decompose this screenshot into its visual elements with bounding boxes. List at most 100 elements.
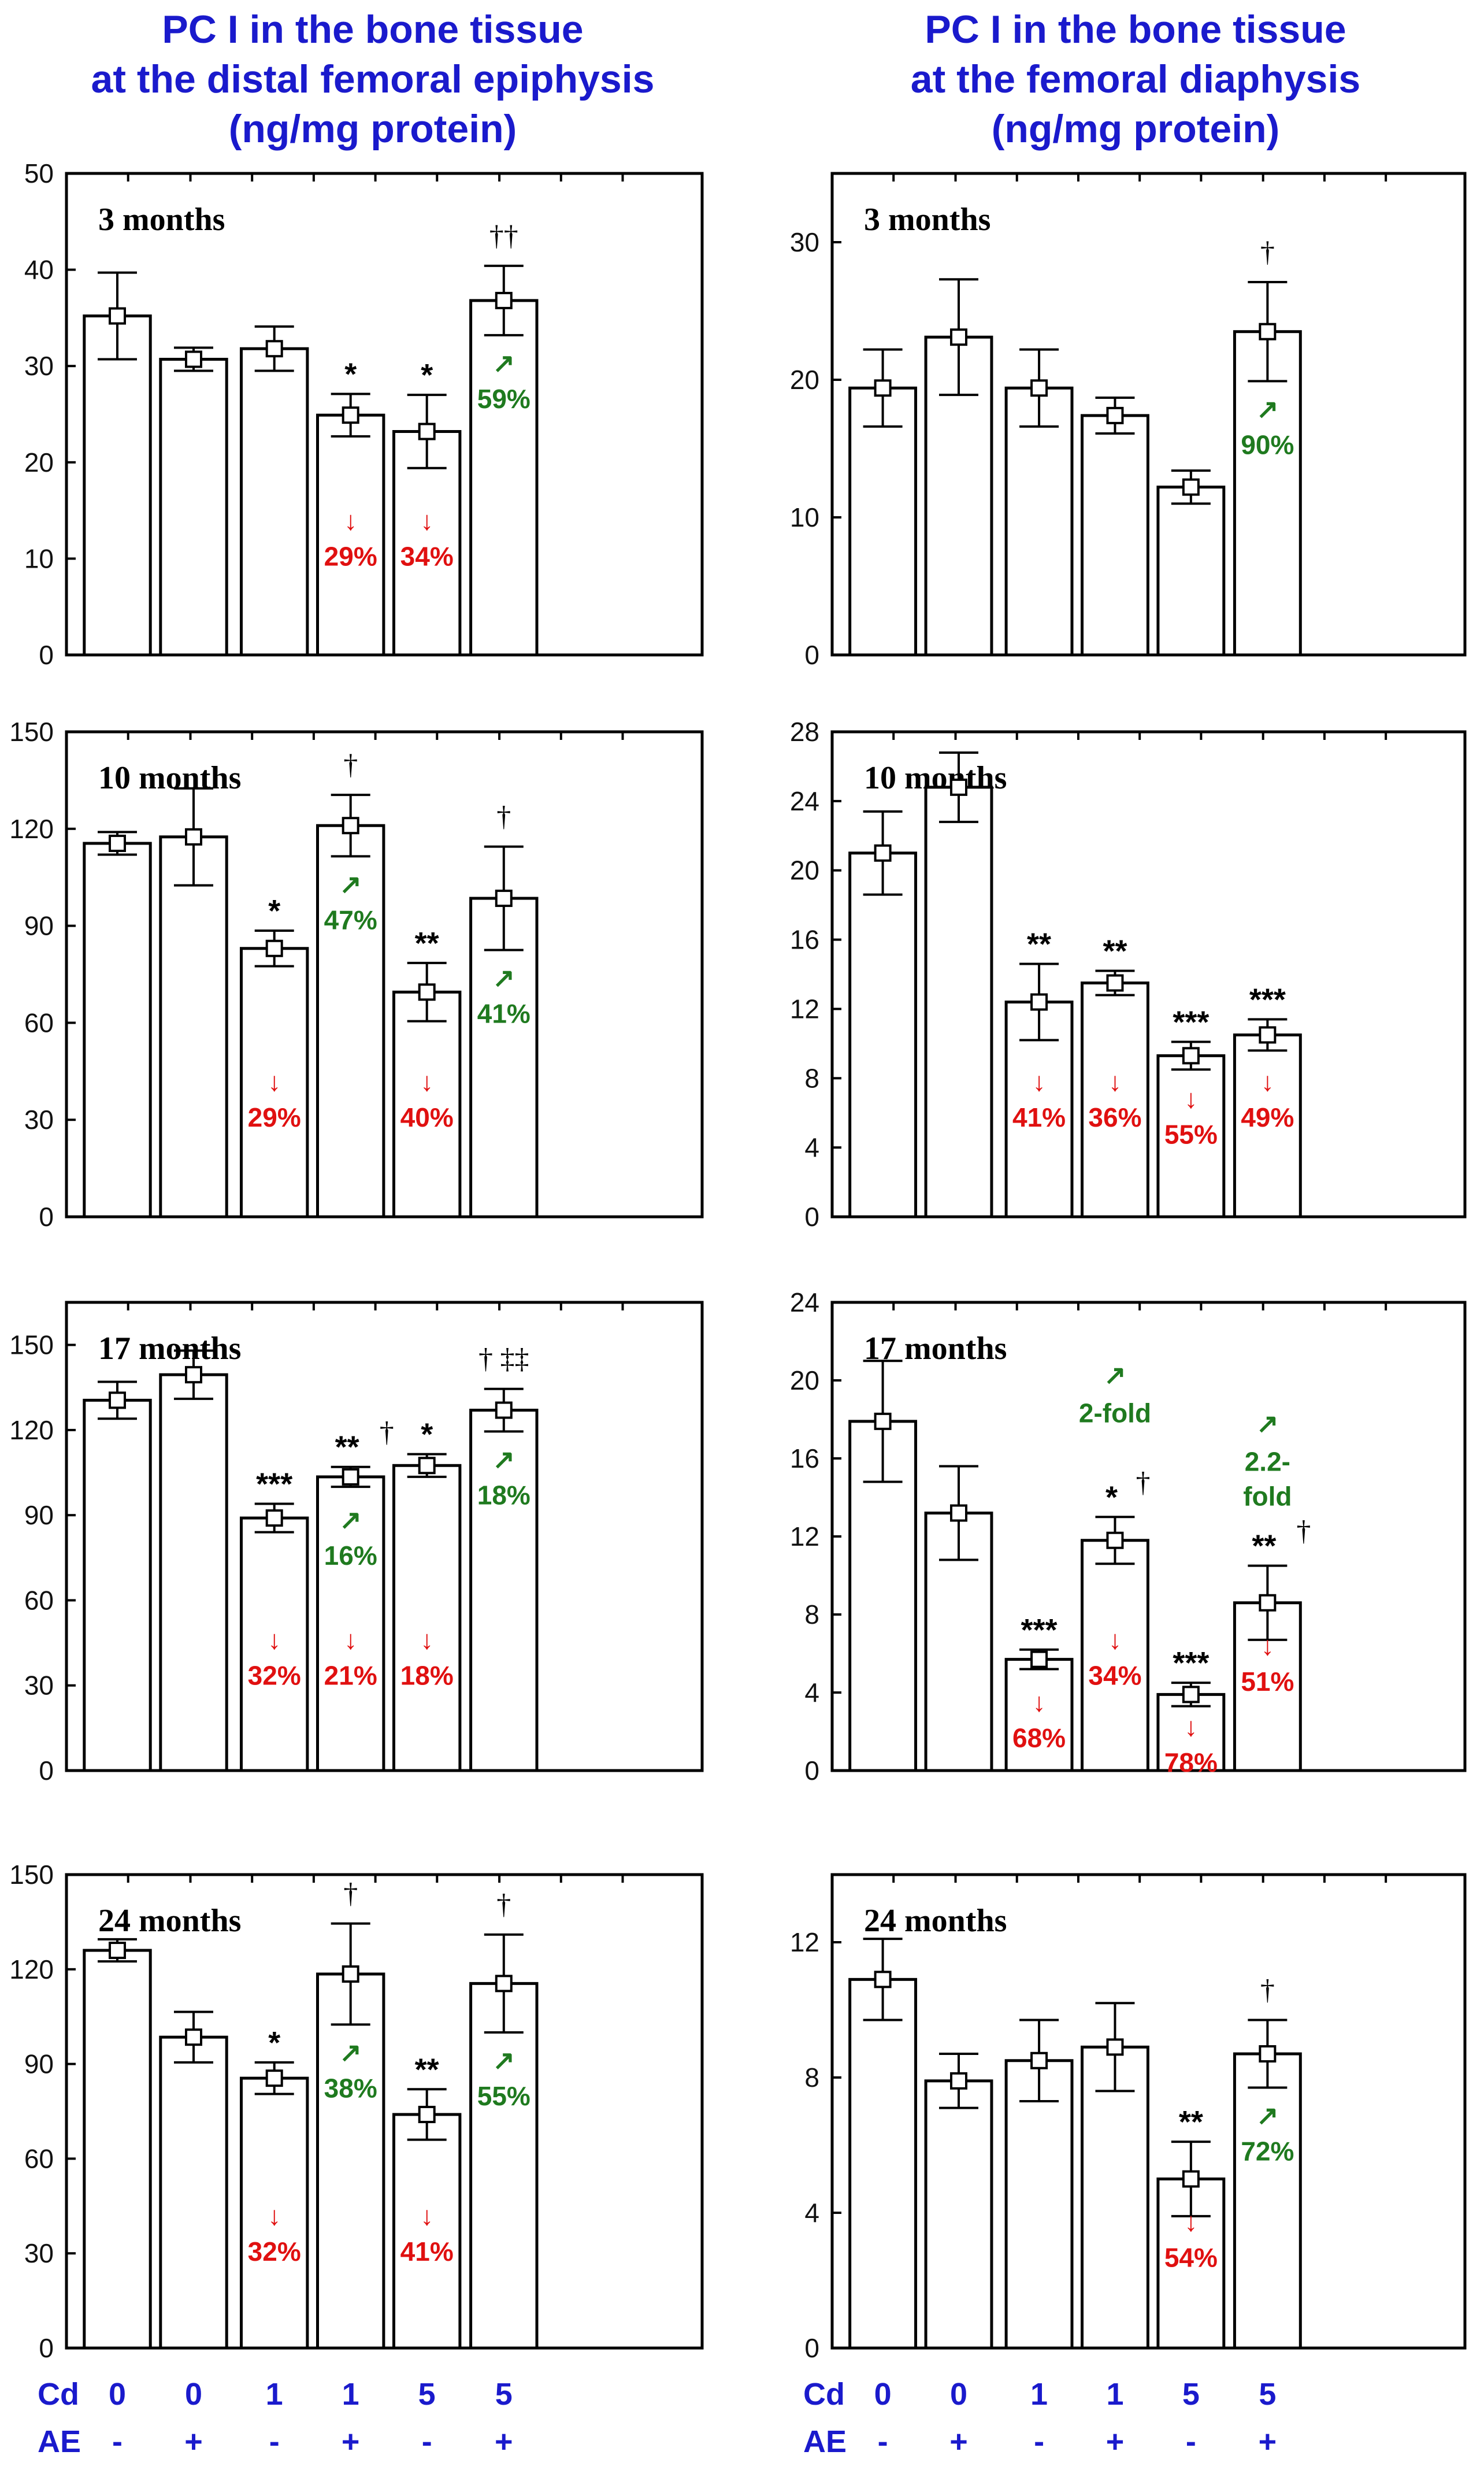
cd-dose-value: 1 <box>1106 2377 1123 2412</box>
left-column-title: PC I in the bone tissue at the distal fe… <box>12 5 734 154</box>
significance-dagger: † <box>496 1888 511 1920</box>
decrease-percent: 49% <box>1241 1102 1294 1132</box>
decrease-arrow: ↓ <box>1108 1066 1122 1097</box>
significance-dagger: † <box>1296 1514 1311 1547</box>
increase-arrow: ↗ <box>339 1505 362 1535</box>
chart-panel-2: 0 10 20 30 3 months † ↗ 90% <box>790 172 1467 670</box>
decrease-percent: 29% <box>324 541 377 571</box>
mean-marker <box>1259 1594 1277 1612</box>
mean-marker <box>874 1412 892 1430</box>
y-tick-label: 12 <box>790 994 819 1024</box>
mean-marker <box>495 1975 513 1993</box>
mean-marker <box>1106 974 1124 992</box>
bar <box>240 347 309 657</box>
decrease-arrow: ↓ <box>1108 1624 1122 1654</box>
mean-marker <box>185 2028 202 2046</box>
left-title-line-2: at the distal femoral epiphysis <box>91 57 655 101</box>
increase-percent: 41% <box>477 999 530 1029</box>
y-tick-label: 40 <box>24 255 54 285</box>
cd-dose-value: 0 <box>950 2377 967 2412</box>
significance-dagger: † <box>496 800 511 832</box>
y-tick-label: 30 <box>24 1105 54 1135</box>
ae-treatment-value: + <box>1106 2424 1125 2459</box>
bar <box>316 413 385 657</box>
y-tick-label: 30 <box>24 351 54 381</box>
decrease-percent: 32% <box>248 2236 301 2267</box>
mean-marker <box>874 844 892 862</box>
increase-arrow: ↗ <box>339 869 362 899</box>
right-title-line-1: PC I in the bone tissue <box>925 8 1346 51</box>
significance-stars: ** <box>1027 927 1051 962</box>
bar <box>83 1398 152 1772</box>
bar <box>240 2076 309 2350</box>
right-title-line-2: at the femoral diaphysis <box>910 57 1361 101</box>
chart-panel-5: 0 30 60 90 120 150 17 months *** ↓ 32% ** † ↓ 21% ↗ 16%… <box>9 1301 704 1786</box>
chart-panel-3: 0 30 60 90 120 150 10 months * ↓ 29% † ↗ 47% ** ↓ 40% † ↗… <box>9 717 704 1232</box>
bar <box>83 314 152 657</box>
y-tick-label: 30 <box>24 1671 54 1701</box>
y-tick-label: 50 <box>24 158 54 188</box>
increase-arrow: ↗ <box>339 2037 362 2067</box>
increase-percent: 90% <box>1241 429 1294 460</box>
y-tick-label: 4 <box>804 2198 819 2228</box>
increase-arrow: ↗ <box>493 1444 515 1474</box>
bar <box>83 842 152 1219</box>
decrease-percent: 40% <box>400 1102 454 1132</box>
y-tick-label: 60 <box>24 1008 54 1038</box>
mean-marker <box>109 834 126 852</box>
group-labels-right: Cd AE 0 0 1 1 5 5 - + - + - + <box>803 2377 1277 2459</box>
significance-dagger: † <box>343 748 358 780</box>
mean-marker <box>495 1401 513 1419</box>
significance-stars: *** <box>1173 1646 1209 1680</box>
ae-treatment-value: - <box>112 2424 123 2459</box>
cd-dose-value: 1 <box>1030 2377 1048 2412</box>
increase-percent: 16% <box>324 1540 377 1571</box>
group-labels-left: Cd AE 0 0 1 1 5 5 - + - + - + <box>38 2377 513 2459</box>
y-tick-label: 120 <box>9 1415 54 1445</box>
cd-dose-value: 0 <box>874 2377 892 2412</box>
mean-marker <box>1106 406 1124 424</box>
cd-row-label: Cd <box>803 2377 845 2412</box>
mean-marker <box>1182 2170 1200 2188</box>
y-tick-label: 20 <box>790 856 819 886</box>
panel-title: 3 months <box>98 202 225 238</box>
increase-arrow: ↗ <box>493 963 515 993</box>
bar <box>1004 2059 1074 2350</box>
y-tick-label: 8 <box>804 1599 819 1630</box>
decrease-arrow: ↓ <box>268 1624 281 1654</box>
increase-arrow: ↗ <box>493 2045 515 2075</box>
ae-treatment-value: - <box>878 2424 888 2459</box>
decrease-arrow: ↓ <box>420 1066 433 1097</box>
significance-stars: ** <box>1179 2105 1203 2139</box>
y-tick-label: 30 <box>24 2238 54 2268</box>
decrease-percent: 68% <box>1012 1723 1066 1753</box>
bar <box>159 358 228 657</box>
significance-stars: *** <box>256 1467 292 1502</box>
decrease-percent: 51% <box>1241 1667 1294 1697</box>
mean-marker <box>495 291 513 309</box>
ae-row-label: AE <box>38 2424 81 2459</box>
ae-row-label: AE <box>803 2424 847 2459</box>
bar <box>1081 981 1149 1219</box>
decrease-percent: 36% <box>1088 1102 1141 1132</box>
cd-dose-value: 5 <box>1182 2377 1200 2412</box>
decrease-arrow: ↓ <box>420 2201 433 2231</box>
bar <box>1004 386 1074 657</box>
ae-treatment-value: - <box>269 2424 280 2459</box>
bar <box>159 835 228 1219</box>
mean-marker <box>418 983 436 1001</box>
y-tick-label: 150 <box>9 1330 54 1360</box>
bar <box>1233 2052 1302 2350</box>
decrease-arrow: ↓ <box>1184 2207 1197 2237</box>
y-tick-label: 30 <box>790 227 819 257</box>
y-tick-label: 4 <box>804 1677 819 1708</box>
cd-dose-value: 5 <box>495 2377 513 2412</box>
bar <box>1156 486 1226 657</box>
significance-dagger: †† <box>489 219 518 251</box>
bar <box>848 851 918 1219</box>
y-tick-label: 10 <box>24 543 54 573</box>
y-tick-label: 8 <box>804 2062 819 2093</box>
mean-marker <box>342 1468 359 1486</box>
